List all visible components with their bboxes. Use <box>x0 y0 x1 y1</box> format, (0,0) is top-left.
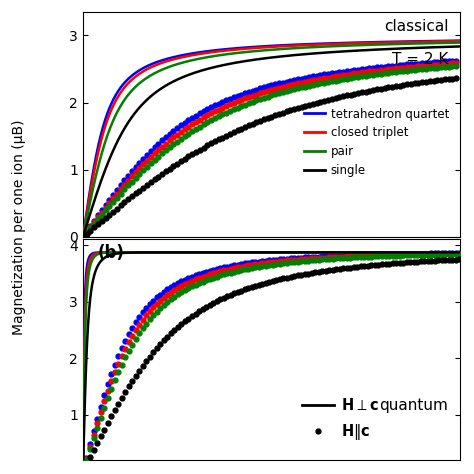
Text: Magnetization per one ion (μB): Magnetization per one ion (μB) <box>12 120 26 335</box>
Text: T = 2 K: T = 2 K <box>392 53 448 67</box>
Legend: $\mathbf{H} \perp \mathbf{c}$, $\mathbf{H} \| \mathbf{c}$: $\mathbf{H} \perp \mathbf{c}$, $\mathbf{… <box>296 392 385 448</box>
Text: classical: classical <box>384 18 448 34</box>
Text: (b): (b) <box>98 244 125 262</box>
Text: quantum: quantum <box>380 398 448 413</box>
Legend: tetrahedron quartet, closed triplet, pair, single: tetrahedron quartet, closed triplet, pai… <box>299 103 454 182</box>
